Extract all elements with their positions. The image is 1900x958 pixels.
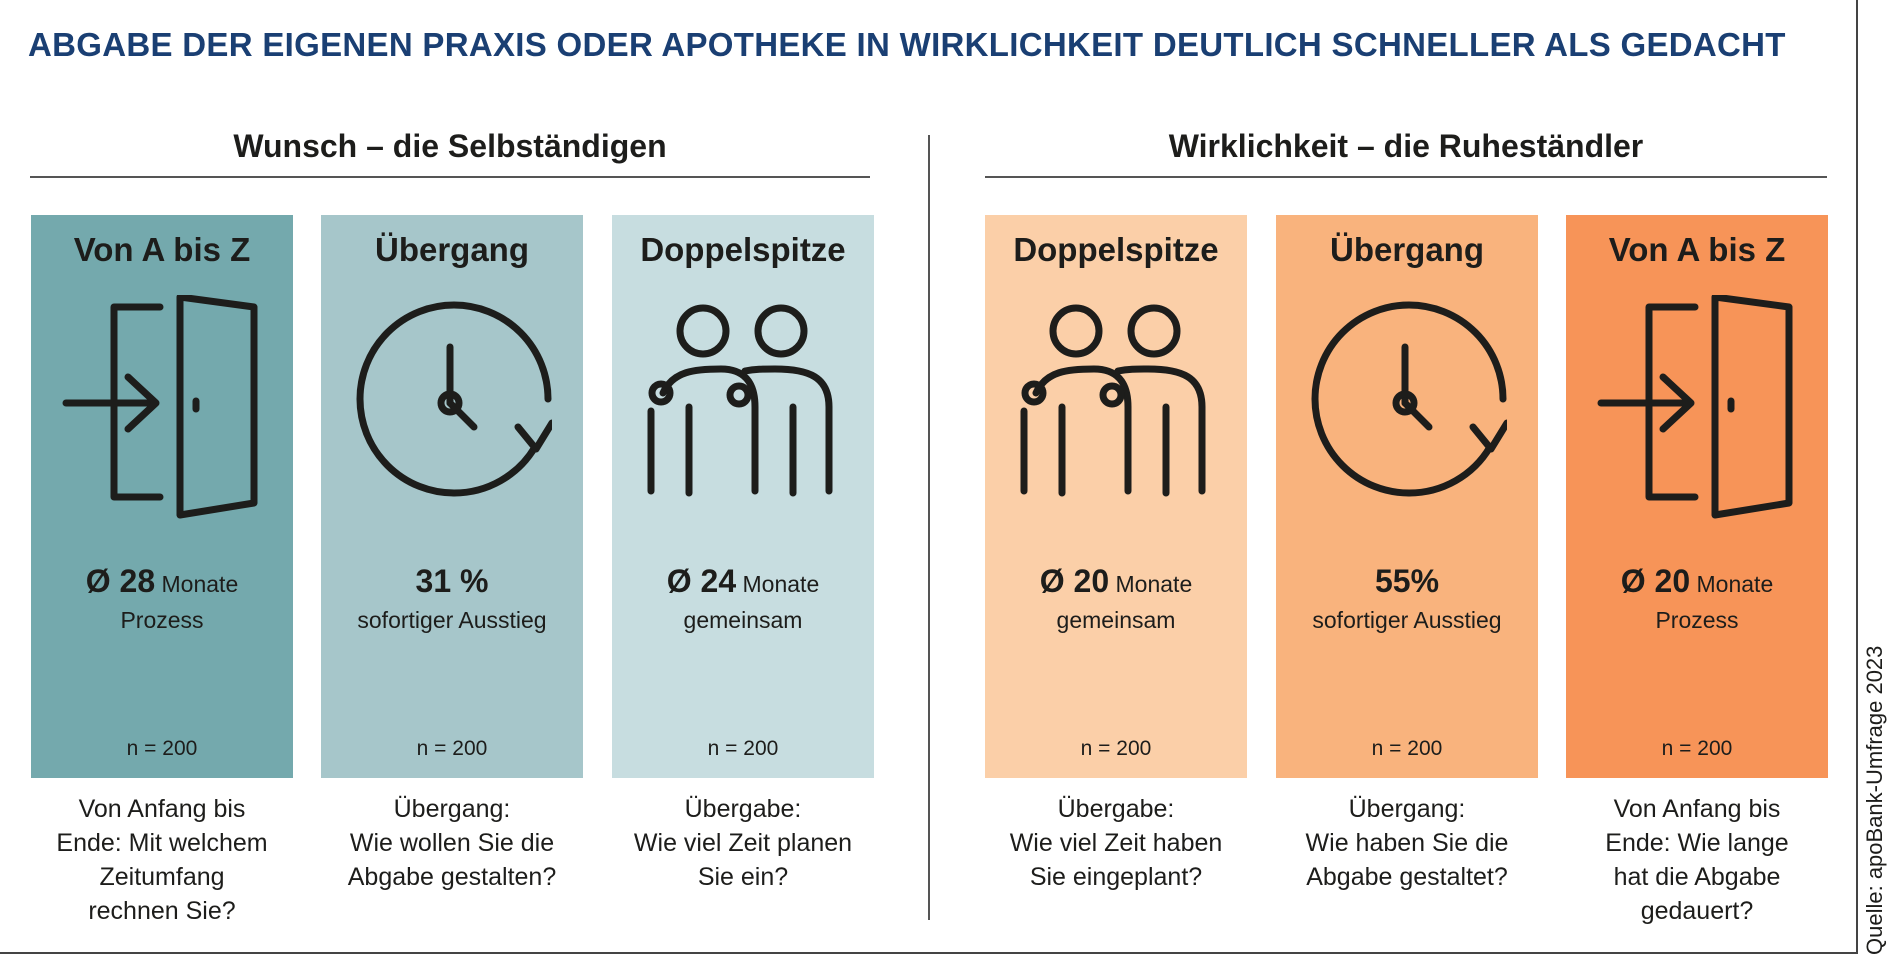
stat-unit: Monate [1690, 571, 1774, 597]
panel-title: Doppelspitze [640, 231, 846, 268]
question-line: Sie eingeplant? [1029, 863, 1203, 891]
panel-wirklichkeit-1: Doppelspitze Ø 20 Monate gemeinsam n = 200 [985, 215, 1247, 778]
panel-wunsch-3: Doppelspitze Ø 24 Monate gemeinsam n = 200 [612, 215, 874, 778]
question-line: Ende: Mit welchem [56, 829, 268, 857]
chart-title: ABGABE DER EIGENEN PRAXIS ODER APOTHEKE … [28, 26, 1786, 63]
question-line: Von Anfang bis [78, 795, 246, 823]
stat-unit: Monate [1109, 571, 1193, 597]
clock-icon [352, 295, 556, 535]
question-line: Übergabe: [684, 795, 802, 823]
two-people-icon [1016, 295, 1216, 535]
question-line: Ende: Wie lange [1605, 829, 1789, 857]
sample-size: n = 200 [1371, 737, 1443, 760]
question-line: Von Anfang bis [1613, 795, 1781, 823]
sample-size: n = 200 [416, 737, 488, 760]
stat-unit: Monate [155, 571, 239, 597]
sample-size: n = 200 [1661, 737, 1733, 760]
door-enter-icon [62, 293, 262, 535]
panel-stat: 31 % [321, 563, 583, 600]
stat-value: Ø 24 [666, 563, 737, 599]
stat-label: gemeinsam [683, 607, 803, 633]
question-line: Übergang: [1348, 795, 1466, 823]
panel-stat: 55% [1276, 563, 1538, 600]
section-heading-wunsch: Wunsch – die Selbständigen [30, 128, 870, 178]
panel-question: Von Anfang bis Ende: Wie lange hat die Abg… [1566, 792, 1828, 928]
question-line: gedauert? [1640, 897, 1754, 925]
stat-label: sofortiger Ausstieg [1312, 607, 1502, 633]
question-line: Wie viel Zeit planen [633, 829, 853, 857]
panel-question: Übergabe: Wie viel Zeit haben Sie eingepla… [985, 792, 1247, 894]
panel-wirklichkeit-2: Übergang 55% sofortiger Ausstieg n = 200 [1276, 215, 1538, 778]
question-line: rechnen Sie? [88, 897, 236, 925]
stat-unit: Monate [736, 571, 820, 597]
stat-value: Ø 20 [1620, 563, 1691, 599]
question-line: Wie wollen Sie die [349, 829, 555, 857]
panel-question: Übergang: Wie haben Sie die Abgabe gestalt… [1276, 792, 1538, 894]
stat-value: Ø 20 [1039, 563, 1110, 599]
section-heading-wirklichkeit: Wirklichkeit – die Ruheständler [985, 128, 1827, 178]
panel-stat: Ø 20 Monate [985, 563, 1247, 600]
question-line: Abgabe gestaltet? [1306, 863, 1508, 891]
panel-stat: Ø 20 Monate [1566, 563, 1828, 600]
panel-wunsch-1: Von A bis Z Ø 28 Monate Prozess n = 200 [31, 215, 293, 778]
panel-stat: Ø 24 Monate [612, 563, 874, 600]
panel-question: Übergabe: Wie viel Zeit planen Sie ein? [612, 792, 874, 894]
stat-value: 31 % [415, 563, 489, 599]
panel-title: Übergang [1329, 231, 1484, 268]
question-line: Wie viel Zeit haben [1009, 829, 1223, 857]
stat-label: Prozess [120, 607, 204, 633]
stat-value: 55% [1374, 563, 1440, 599]
panel-wunsch-2: Übergang 31 % sofortiger Ausstieg n = 200 [321, 215, 583, 778]
panel-wirklichkeit-3: Von A bis Z Ø 20 Monate Prozess n = 200 [1566, 215, 1828, 778]
sample-size: n = 200 [1080, 737, 1152, 760]
two-people-icon [643, 295, 843, 535]
question-line: Wie haben Sie die [1305, 829, 1509, 857]
panel-question: Von Anfang bis Ende: Mit welchem Zeitumfan… [31, 792, 293, 928]
question-line: Zeitumfang [99, 863, 225, 891]
sample-size: n = 200 [126, 737, 198, 760]
stat-label: gemeinsam [1056, 607, 1176, 633]
question-line: Sie ein? [697, 863, 789, 891]
section-divider [928, 135, 930, 920]
door-enter-icon [1597, 293, 1797, 535]
source-note: Quelle: apoBank-Umfrage 2023 [1862, 645, 1887, 955]
question-line: Abgabe gestalten? [347, 863, 557, 891]
panel-title: Von A bis Z [1608, 231, 1786, 268]
clock-icon [1307, 295, 1511, 535]
stat-label: Prozess [1655, 607, 1739, 633]
panel-stat: Ø 28 Monate [31, 563, 293, 600]
panel-question: Übergang: Wie wollen Sie die Abgabe gestal… [321, 792, 583, 894]
stat-value: Ø 28 [85, 563, 156, 599]
question-line: Übergang: [393, 795, 511, 823]
question-line: hat die Abgabe [1613, 863, 1781, 891]
chart-frame [0, 0, 1858, 954]
panel-title: Übergang [374, 231, 529, 268]
question-line: Übergabe: [1057, 795, 1175, 823]
panel-title: Doppelspitze [1013, 231, 1219, 268]
panel-title: Von A bis Z [73, 231, 251, 268]
sample-size: n = 200 [707, 737, 779, 760]
stat-label: sofortiger Ausstieg [357, 607, 547, 633]
